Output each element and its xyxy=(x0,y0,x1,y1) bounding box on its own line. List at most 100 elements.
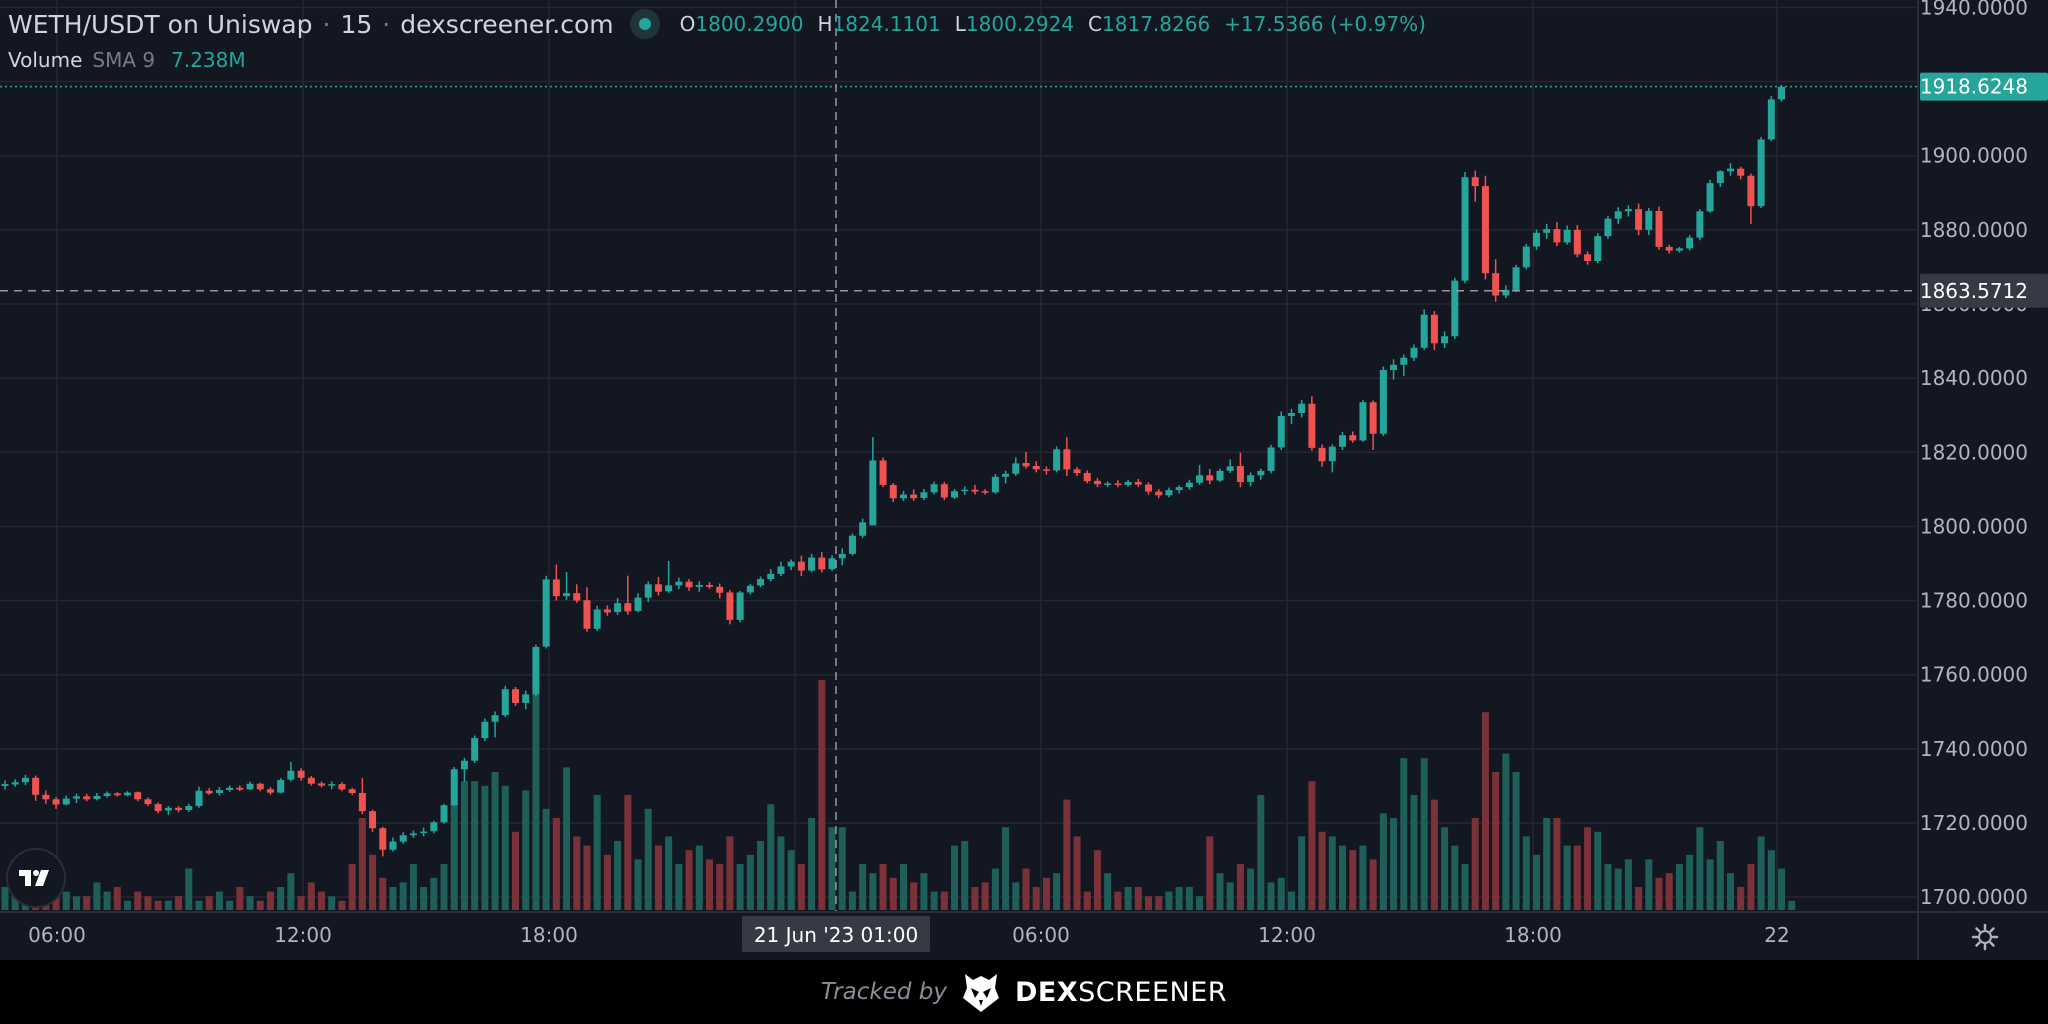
candle-body xyxy=(236,787,244,790)
volume-bar xyxy=(675,864,683,910)
price-tick-label: 1820.0000 xyxy=(1920,440,2028,464)
volume-bar xyxy=(1594,831,1602,910)
candle-body xyxy=(1379,369,1387,434)
volume-bar xyxy=(644,808,652,910)
chart-background xyxy=(0,0,2048,960)
volume-bar xyxy=(134,891,142,910)
volume-bar xyxy=(409,864,417,910)
candle-body xyxy=(1369,402,1377,434)
candle-body xyxy=(614,603,622,613)
candle-body xyxy=(338,784,346,790)
volume-bar xyxy=(287,873,295,910)
volume-bar xyxy=(1226,882,1234,910)
candle-body xyxy=(1400,357,1408,365)
candle-body xyxy=(848,535,856,554)
volume-bar xyxy=(1573,845,1581,910)
volume-bar xyxy=(1492,772,1500,910)
volume-bar xyxy=(1308,781,1316,910)
candle-body xyxy=(185,805,193,811)
gear-icon[interactable] xyxy=(1970,922,2000,952)
volume-bar xyxy=(1584,827,1592,910)
candle-body xyxy=(256,783,264,790)
footer-bar: Tracked by DEXSCREENER xyxy=(0,960,2048,1024)
volume-bar xyxy=(1481,712,1489,910)
brand-bold: DEX xyxy=(1014,976,1079,1008)
price-axis[interactable]: 1700.0000 1720.0000 1740.0000 1760.0000 1780… xyxy=(1917,0,2048,960)
tv-glyph xyxy=(19,870,49,886)
candle-body xyxy=(981,491,989,493)
price-chart[interactable]: 1700.0000 1720.0000 1740.0000 1760.0000 1780… xyxy=(0,0,2048,960)
volume-bar xyxy=(726,836,734,910)
volume-bar xyxy=(164,900,172,910)
chart-legend: WETH/USDT on Uniswap · 15 · dexscreener.… xyxy=(8,4,1426,44)
candle-body xyxy=(899,494,907,499)
candle-body xyxy=(379,828,387,850)
volume-bar xyxy=(1298,836,1306,910)
source-label: dexscreener.com xyxy=(400,9,614,39)
volume-bar xyxy=(542,808,550,910)
candle-body xyxy=(164,807,172,811)
time-axis[interactable]: 06:00 12:00 18:00 06:00 12:00 18:00 22 21 Jun '… xyxy=(0,911,2048,952)
candle-body xyxy=(1287,412,1295,416)
price-tick-label: 1740.0000 xyxy=(1920,737,2028,761)
last-price-label: 1918.6248 xyxy=(1920,75,2028,99)
candle-body xyxy=(920,492,928,498)
crosshair-price-tag xyxy=(1920,273,2048,308)
candle-body xyxy=(1665,246,1673,251)
price-lines xyxy=(0,0,1918,912)
volume-bar xyxy=(971,887,979,910)
volume-bar xyxy=(1318,831,1326,910)
candle-body xyxy=(1502,289,1510,296)
candle-body xyxy=(1083,473,1091,482)
volume-bar xyxy=(1206,836,1214,910)
candle-body xyxy=(624,603,632,612)
volume-bar xyxy=(471,781,479,910)
candle-body xyxy=(21,777,29,783)
volume-bar xyxy=(1196,896,1204,910)
tradingview-logo-icon[interactable] xyxy=(6,848,66,908)
price-tick-label: 1940.0000 xyxy=(1920,0,2028,19)
candle-body xyxy=(787,561,795,567)
candle-body xyxy=(1247,475,1255,482)
candle-body xyxy=(1726,168,1734,172)
dexscreener-brand: DEXSCREENER xyxy=(1015,977,1227,1008)
volume-bar xyxy=(154,900,162,910)
candle-body xyxy=(716,586,724,593)
volume-bar xyxy=(124,900,132,910)
volume-bar xyxy=(1624,859,1632,910)
volume-bar xyxy=(1165,891,1173,910)
volume-bar xyxy=(991,868,999,910)
volume-bar xyxy=(277,887,285,910)
volume-bar xyxy=(593,795,601,910)
volume-bar xyxy=(1665,873,1673,910)
candle-body xyxy=(409,833,417,836)
volume-bar xyxy=(1420,758,1428,910)
volume-bar xyxy=(654,845,662,910)
grid-lines xyxy=(0,0,1918,912)
candle-body xyxy=(195,790,203,806)
candle-body xyxy=(522,694,530,703)
market-status-icon[interactable] xyxy=(629,9,660,39)
candle-body xyxy=(1645,210,1653,230)
volume-bar xyxy=(1451,845,1459,910)
change-value: +17.5366 (+0.97%) xyxy=(1224,12,1426,36)
volume-bar xyxy=(1236,864,1244,910)
volume-bar xyxy=(1083,891,1091,910)
price-tick-label: 1840.0000 xyxy=(1920,366,2028,390)
candle-body xyxy=(430,822,438,832)
candle-body xyxy=(1757,139,1765,207)
volume-bar xyxy=(951,845,959,910)
candle-body xyxy=(1002,473,1010,477)
volume-bar xyxy=(175,896,183,910)
volume-bar xyxy=(1430,799,1438,910)
candle-body xyxy=(705,585,713,587)
volume-bar xyxy=(920,873,928,910)
volume-bar xyxy=(491,772,499,910)
candle-body xyxy=(1604,218,1612,237)
candle-body xyxy=(665,585,673,592)
volume-bar xyxy=(1134,887,1142,910)
price-tick-label: 1780.0000 xyxy=(1920,589,2028,613)
low-value: 1800.2924 xyxy=(965,12,1075,36)
volume-bar xyxy=(93,882,101,910)
volume-bar xyxy=(440,864,448,910)
